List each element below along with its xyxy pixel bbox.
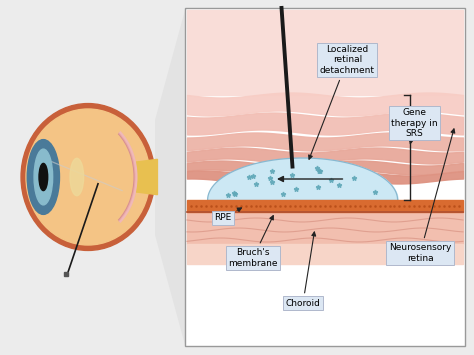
Text: Localized
retinal
detachment: Localized retinal detachment bbox=[309, 45, 375, 159]
Text: Choroid: Choroid bbox=[285, 232, 320, 307]
Polygon shape bbox=[155, 10, 185, 345]
Ellipse shape bbox=[70, 158, 83, 196]
Ellipse shape bbox=[21, 104, 155, 250]
Text: Bruch's
membrane: Bruch's membrane bbox=[228, 215, 278, 268]
Bar bbox=[187, 200, 463, 212]
Bar bbox=[187, 10, 463, 95]
FancyBboxPatch shape bbox=[185, 8, 465, 346]
Text: Neurosensory
retina: Neurosensory retina bbox=[389, 129, 455, 263]
Bar bbox=[187, 244, 463, 264]
Ellipse shape bbox=[26, 109, 150, 245]
Text: RPE: RPE bbox=[214, 208, 241, 223]
Ellipse shape bbox=[39, 163, 48, 191]
Ellipse shape bbox=[27, 140, 59, 214]
Ellipse shape bbox=[34, 149, 53, 205]
Text: Gene
therapy in
SRS: Gene therapy in SRS bbox=[392, 108, 438, 144]
Bar bbox=[187, 212, 463, 244]
Polygon shape bbox=[137, 159, 157, 195]
